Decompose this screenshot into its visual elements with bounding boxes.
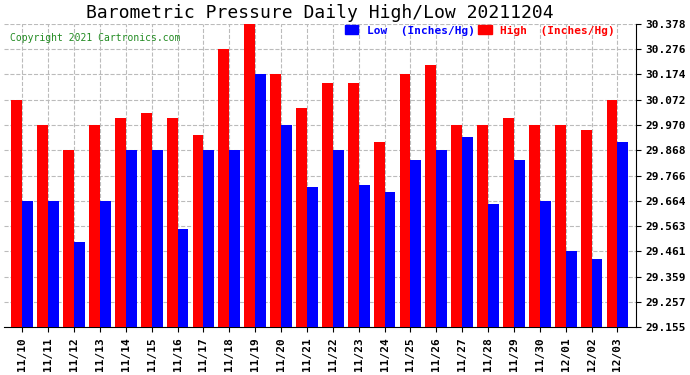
Bar [348, 83, 359, 327]
Bar [426, 65, 436, 327]
Bar [204, 150, 215, 327]
Bar [322, 83, 333, 327]
Bar [48, 201, 59, 327]
Bar [555, 125, 566, 327]
Bar [436, 150, 447, 327]
Bar [618, 142, 629, 327]
Bar [462, 137, 473, 327]
Bar [359, 184, 370, 327]
Bar [296, 108, 307, 327]
Bar [74, 242, 85, 327]
Bar [177, 229, 188, 327]
Bar [581, 130, 591, 327]
Bar [607, 100, 618, 327]
Bar [540, 201, 551, 327]
Bar [152, 150, 163, 327]
Bar [281, 125, 292, 327]
Bar [115, 118, 126, 327]
Bar [384, 192, 395, 327]
Bar [503, 118, 514, 327]
Bar [591, 259, 602, 327]
Bar [270, 74, 281, 327]
Bar [63, 150, 74, 327]
Bar [566, 251, 577, 327]
Bar [411, 160, 422, 327]
Bar [333, 150, 344, 327]
Bar [374, 142, 384, 327]
Bar [477, 125, 488, 327]
Bar [451, 125, 462, 327]
Title: Barometric Pressure Daily High/Low 20211204: Barometric Pressure Daily High/Low 20211… [86, 4, 553, 22]
Bar [219, 49, 229, 327]
Bar [307, 187, 318, 327]
Bar [255, 74, 266, 327]
Bar [514, 160, 525, 327]
Bar [529, 125, 540, 327]
Bar [100, 201, 111, 327]
Text: Copyright 2021 Cartronics.com: Copyright 2021 Cartronics.com [10, 33, 181, 43]
Bar [400, 74, 411, 327]
Bar [89, 125, 100, 327]
Bar [229, 150, 240, 327]
Bar [244, 24, 255, 327]
Bar [12, 100, 22, 327]
Bar [193, 135, 204, 327]
Bar [37, 125, 48, 327]
Bar [488, 204, 499, 327]
Legend: Low  (Inches/Hg), High  (Inches/Hg): Low (Inches/Hg), High (Inches/Hg) [342, 23, 618, 38]
Bar [167, 118, 177, 327]
Bar [141, 112, 152, 327]
Bar [126, 150, 137, 327]
Bar [22, 201, 33, 327]
